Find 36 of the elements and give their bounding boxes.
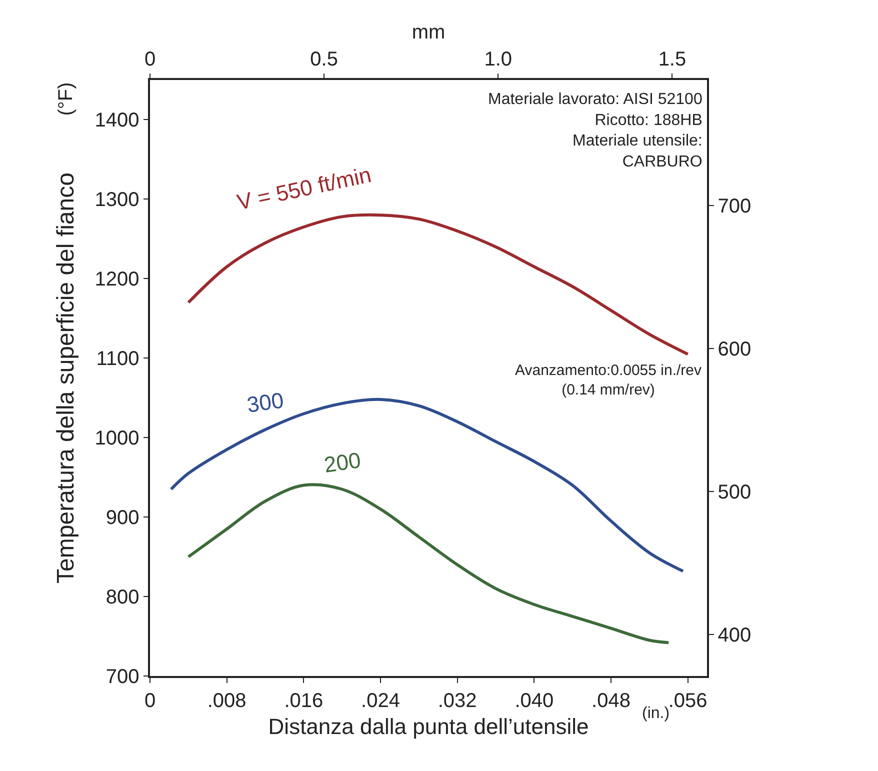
- y-tick-label: 1300: [94, 189, 140, 212]
- y-tick-label: 1100: [96, 348, 140, 370]
- y-tick-label: 1000: [94, 428, 140, 450]
- annotation: 300: [245, 388, 286, 418]
- x2-tick-label: 0: [144, 48, 156, 70]
- annotation: Materiale lavorato: AISI 52100 Ricotto: 188HB Materiale utensile: CARBURO: [488, 91, 702, 170]
- y-tick-label: 800: [106, 586, 140, 609]
- y-tick-label: 1200: [94, 268, 140, 291]
- annotation: Avanzamento:0.0055 in./rev (0.14 mm/rev): [515, 362, 702, 398]
- text: (in.): [642, 705, 670, 722]
- annotation: V = 550 ft/min: [234, 162, 374, 215]
- x2-tick-label: 1.0: [484, 48, 512, 70]
- line-series: [186, 213, 690, 356]
- x-tick-label: .008: [207, 690, 246, 712]
- x-tick-label: .024: [361, 690, 400, 712]
- y-axis-title: Temperatura della superficie del fianco: [52, 172, 80, 584]
- y2-tick-label: 500: [718, 482, 752, 504]
- y-tick-label: 900: [106, 507, 140, 530]
- y2-tick-label: 700: [718, 196, 752, 218]
- y2-tick-label: 400: [718, 624, 752, 647]
- x2-tick-label: 1.5: [658, 48, 686, 70]
- y2-tick-label: 600: [718, 338, 752, 361]
- x2-axis-title: mm: [412, 21, 446, 44]
- x-tick-label: .016: [284, 690, 324, 712]
- annotation: 200: [322, 448, 362, 478]
- line-series: [186, 483, 670, 644]
- x-tick-label: .048: [592, 690, 630, 712]
- x-tick-label: 0: [144, 690, 156, 712]
- x2-tick-label: 0.5: [310, 48, 338, 70]
- x-tick-label: .032: [438, 690, 477, 712]
- x-tick-label: .040: [514, 690, 554, 712]
- y-tick-label: 700: [106, 666, 140, 688]
- x-axis-title: Distanza dalla punta dell’utensile: [268, 714, 589, 740]
- y-tick-label: 1400: [94, 110, 140, 132]
- text: (°F): [54, 82, 77, 116]
- x-tick-label: .056: [668, 690, 708, 712]
